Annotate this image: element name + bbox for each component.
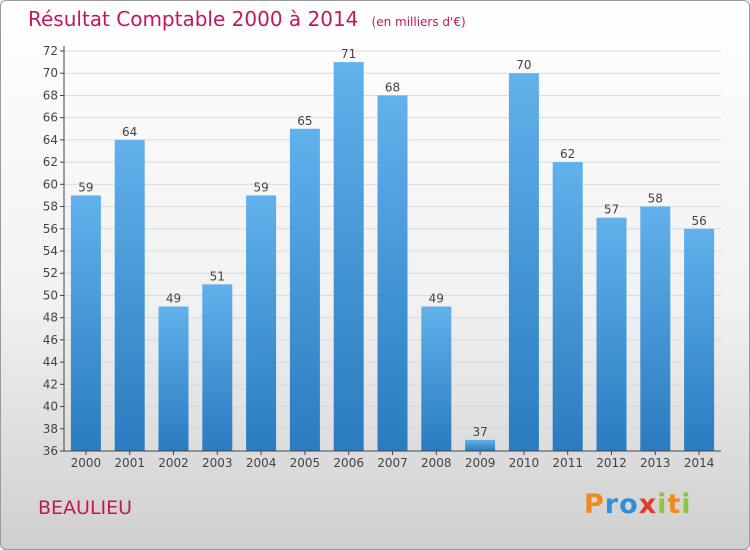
- chart-title: Résultat Comptable 2000 à 2014 (en milli…: [28, 7, 466, 31]
- x-tick-label: 2014: [684, 456, 715, 470]
- logo-letter: i: [681, 489, 692, 520]
- data-label: 49: [166, 292, 181, 306]
- bar: [202, 284, 233, 451]
- y-tick-label: 70: [43, 66, 58, 80]
- data-label: 62: [560, 147, 575, 161]
- y-tick-label: 38: [43, 422, 58, 436]
- x-tick-label: 2003: [202, 456, 233, 470]
- title-unit: (en milliers d'€): [371, 15, 466, 29]
- x-tick-label: 2011: [552, 456, 583, 470]
- logo-letter: t: [667, 489, 682, 520]
- data-label: 49: [429, 292, 444, 306]
- data-label: 59: [253, 180, 268, 194]
- bar: [684, 228, 715, 451]
- x-tick-label: 2013: [640, 456, 671, 470]
- x-tick-label: 2000: [71, 456, 102, 470]
- bar: [421, 306, 452, 451]
- logo-letter: i: [657, 489, 668, 520]
- bar: [246, 195, 277, 451]
- x-tick-label: 2012: [596, 456, 627, 470]
- y-tick-label: 62: [43, 155, 58, 169]
- bar: [158, 306, 189, 451]
- logo-letter: r: [604, 489, 620, 520]
- bar: [596, 217, 627, 451]
- x-tick-label: 2009: [465, 456, 496, 470]
- data-label: 65: [297, 114, 312, 128]
- x-tick-label: 2005: [290, 456, 321, 470]
- y-tick-label: 50: [43, 288, 58, 302]
- x-tick-label: 2008: [421, 456, 452, 470]
- bar: [377, 95, 408, 451]
- bar: [333, 62, 364, 451]
- y-tick-label: 36: [43, 444, 58, 458]
- y-tick-label: 52: [43, 266, 58, 280]
- logo-letter: P: [584, 489, 605, 520]
- data-label: 56: [691, 214, 706, 228]
- y-tick-label: 58: [43, 200, 58, 214]
- data-label: 68: [385, 80, 400, 94]
- data-label: 64: [122, 125, 137, 139]
- logo-letter: x: [638, 489, 658, 520]
- title-main: Résultat Comptable 2000 à 2014: [28, 7, 359, 31]
- bar: [640, 206, 671, 451]
- bar: [465, 439, 496, 451]
- y-tick-label: 64: [43, 133, 58, 147]
- y-tick-label: 56: [43, 222, 58, 236]
- y-tick-label: 44: [43, 355, 58, 369]
- bar: [552, 162, 583, 451]
- x-tick-label: 2004: [246, 456, 277, 470]
- y-tick-label: 72: [43, 44, 58, 58]
- data-label: 57: [604, 203, 619, 217]
- x-tick-label: 2001: [114, 456, 145, 470]
- data-label: 70: [516, 58, 531, 72]
- y-tick-label: 66: [43, 111, 58, 125]
- x-tick-label: 2006: [333, 456, 364, 470]
- data-label: 58: [648, 192, 663, 206]
- data-label: 59: [78, 180, 93, 194]
- data-label: 37: [472, 425, 487, 439]
- bar: [508, 73, 539, 451]
- y-tick-label: 54: [43, 244, 58, 258]
- x-tick-label: 2010: [509, 456, 540, 470]
- x-tick-label: 2002: [158, 456, 189, 470]
- bar: [289, 128, 320, 451]
- data-label: 51: [210, 269, 225, 283]
- x-tick-label: 2007: [377, 456, 408, 470]
- logo-letter: o: [619, 489, 639, 520]
- bar: [114, 139, 145, 451]
- y-tick-label: 46: [43, 333, 58, 347]
- y-tick-label: 60: [43, 177, 58, 191]
- y-tick-label: 48: [43, 311, 58, 325]
- y-tick-label: 68: [43, 88, 58, 102]
- y-tick-label: 42: [43, 377, 58, 391]
- bar: [70, 195, 101, 451]
- proxiti-logo: Proxiti: [584, 489, 692, 520]
- data-label: 71: [341, 47, 356, 61]
- y-tick-label: 40: [43, 400, 58, 414]
- town-name: BEAULIEU: [38, 497, 133, 519]
